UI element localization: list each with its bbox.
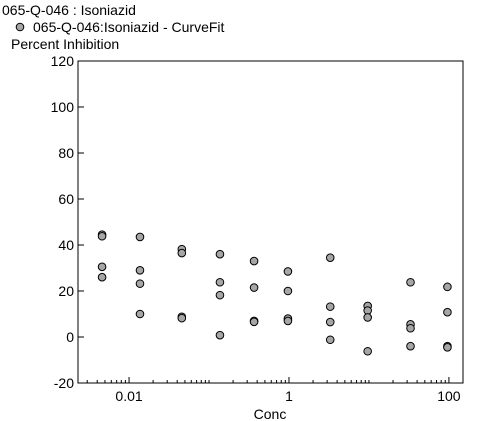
legend: 065-Q-046:Isoniazid - CurveFit bbox=[15, 19, 225, 35]
data-point bbox=[97, 272, 107, 282]
y-axis-label: Percent Inhibition bbox=[11, 36, 119, 52]
data-point bbox=[135, 266, 145, 275]
data-point bbox=[97, 231, 107, 241]
data-point bbox=[363, 313, 372, 322]
legend-entry-label: 065-Q-046:Isoniazid - CurveFit bbox=[33, 19, 225, 35]
data-point bbox=[325, 253, 335, 262]
data-point bbox=[215, 290, 225, 300]
data-point bbox=[363, 346, 372, 356]
data-point bbox=[406, 323, 415, 333]
x-axis-label: Conc bbox=[254, 406, 287, 421]
y-tick-label: -20 bbox=[54, 375, 74, 391]
data-point bbox=[283, 267, 293, 276]
data-point bbox=[443, 307, 452, 317]
data-point bbox=[215, 330, 225, 340]
data-point bbox=[325, 302, 335, 311]
data-point bbox=[283, 316, 293, 326]
y-tick-label: 20 bbox=[58, 283, 74, 299]
data-point bbox=[135, 279, 145, 288]
data-point bbox=[177, 248, 187, 258]
chart-title: 065-Q-046 : Isoniazid bbox=[2, 2, 136, 18]
data-points bbox=[97, 230, 452, 356]
x-tick-label: 1 bbox=[285, 388, 293, 404]
y-axis-ticks: -20 0 20 40 60 80 100 120 bbox=[51, 53, 84, 391]
data-point bbox=[135, 232, 145, 242]
y-tick-label: 40 bbox=[58, 237, 74, 253]
legend-marker-circle bbox=[15, 22, 25, 32]
plot-area: -20 0 20 40 60 80 100 120 0.01 1 100 bbox=[51, 53, 464, 404]
data-point bbox=[406, 277, 415, 287]
data-point bbox=[177, 313, 187, 323]
x-axis-ticks: 0.01 1 100 bbox=[86, 377, 461, 404]
data-point bbox=[215, 249, 225, 259]
data-point bbox=[283, 286, 293, 296]
x-tick-label: 100 bbox=[437, 388, 461, 404]
data-point bbox=[249, 256, 259, 266]
y-tick-label: 60 bbox=[58, 191, 74, 207]
y-tick-label: 120 bbox=[51, 53, 75, 69]
data-point bbox=[325, 317, 335, 327]
data-point bbox=[249, 283, 259, 292]
data-point bbox=[443, 343, 452, 352]
y-tick-label: 100 bbox=[51, 99, 75, 115]
data-point bbox=[249, 317, 259, 327]
y-tick-label: 80 bbox=[58, 145, 74, 161]
x-tick-label: 0.01 bbox=[115, 388, 142, 404]
plot-frame bbox=[77, 60, 464, 384]
y-tick-label: 0 bbox=[66, 329, 74, 345]
data-point bbox=[97, 262, 107, 272]
data-point bbox=[325, 335, 335, 345]
data-point bbox=[135, 309, 145, 319]
data-point bbox=[215, 277, 225, 287]
data-point bbox=[443, 282, 452, 292]
data-point bbox=[406, 341, 415, 351]
